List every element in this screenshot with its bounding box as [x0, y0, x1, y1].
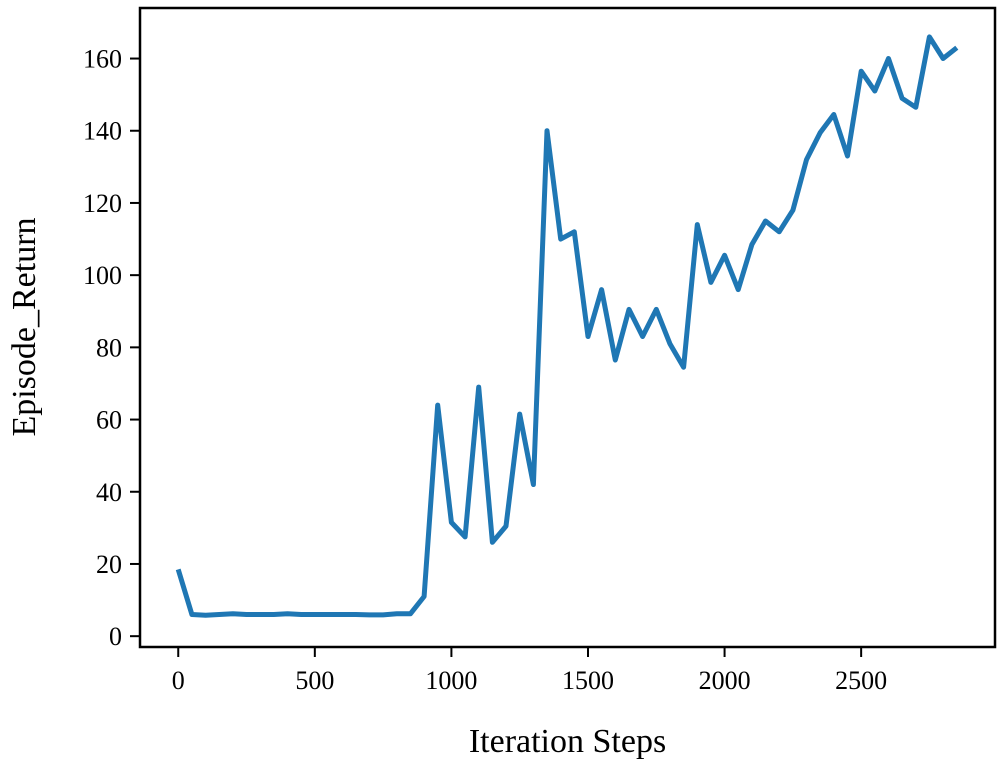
y-axis-label: Episode_Return: [6, 217, 43, 436]
y-tick-label: 120: [83, 189, 122, 218]
y-tick-label: 100: [83, 261, 122, 290]
y-tick-label: 20: [96, 550, 122, 579]
x-axis-label: Iteration Steps: [469, 723, 666, 760]
y-tick-label: 40: [96, 478, 122, 507]
axis-ticks: 0 500 1000 1500 2000 2500 0 20 40 60 80 100 120 140 16…: [83, 45, 887, 695]
y-tick-label: 140: [83, 117, 122, 146]
x-tick-label: 1000: [425, 666, 477, 695]
plot-frame: [138, 6, 997, 649]
series-line-0: [175, 34, 959, 618]
x-tick-label: 2500: [835, 666, 887, 695]
y-tick-label: 60: [96, 406, 122, 435]
x-tick-label: 500: [295, 666, 334, 695]
y-tick-label: 160: [83, 45, 122, 74]
y-tick-label: 0: [109, 622, 122, 651]
plot-area: [175, 34, 959, 618]
x-tick-label: 0: [172, 666, 185, 695]
x-tick-label: 1500: [562, 666, 614, 695]
y-tick-label: 80: [96, 333, 122, 362]
x-tick-label: 2000: [699, 666, 751, 695]
